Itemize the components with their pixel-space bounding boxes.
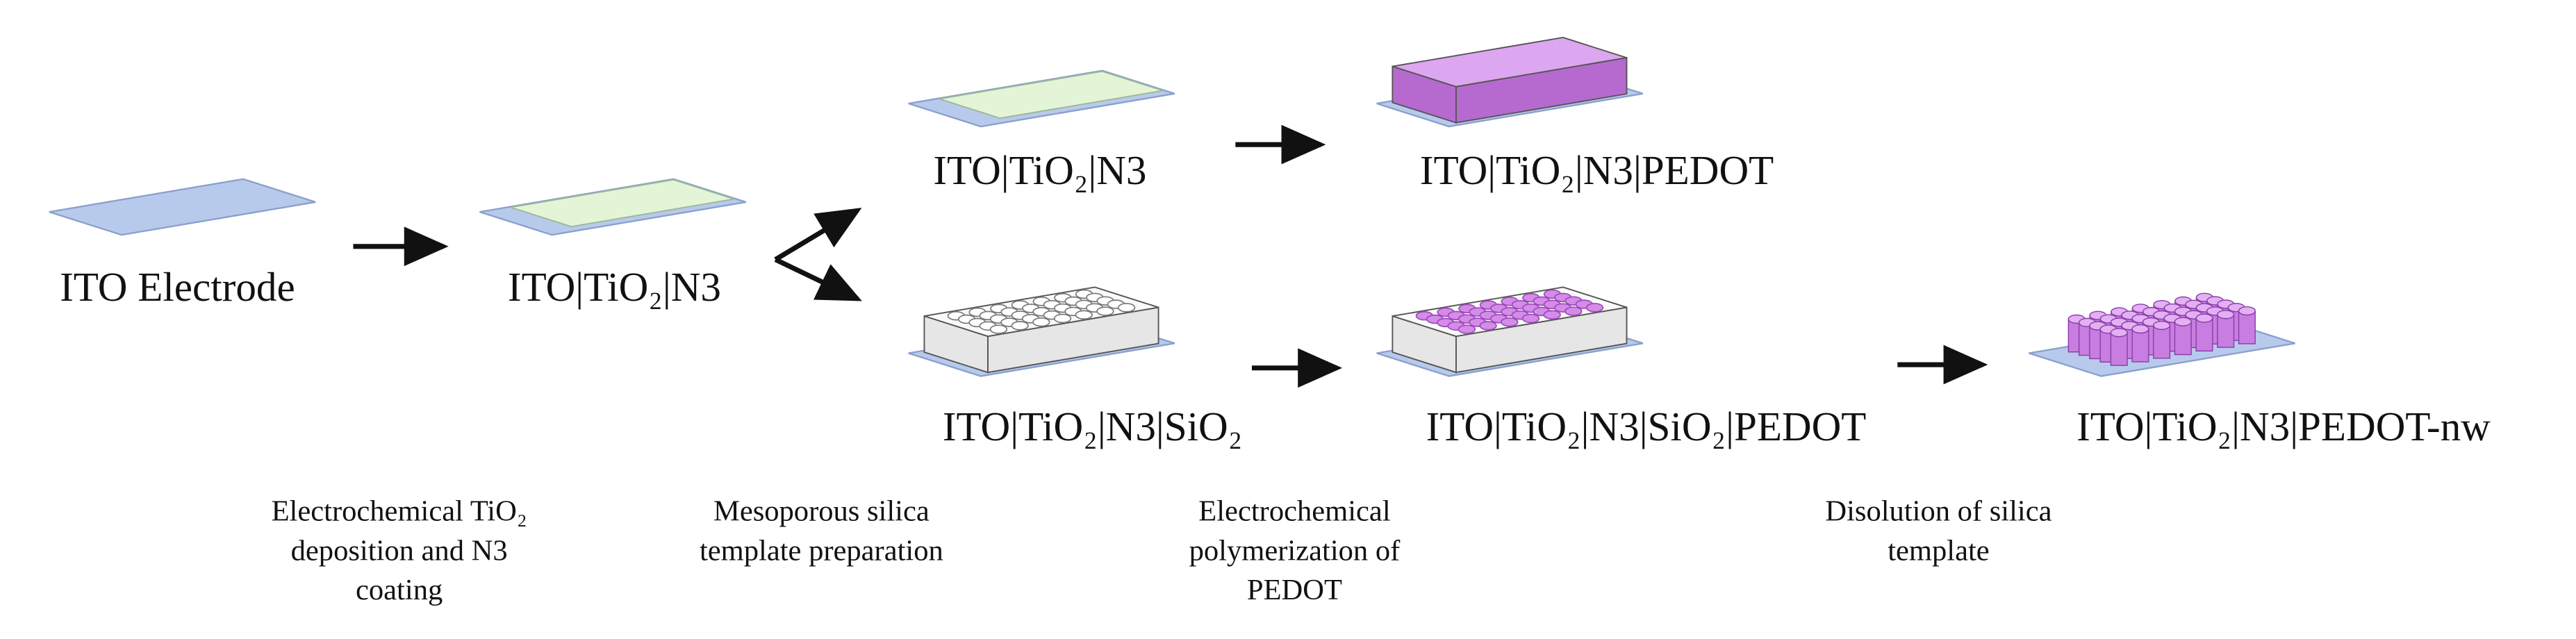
nanowire <box>2174 321 2192 356</box>
step-caption: deposition and N3 <box>291 534 508 567</box>
node-label: ITO|TiO₂|N3 <box>508 264 721 310</box>
arrow <box>774 208 862 262</box>
tio2-layer <box>939 70 1164 119</box>
step-caption: polymerization of <box>1189 534 1401 567</box>
node-label: ITO|TiO₂|N3|PEDOT <box>1420 147 1774 193</box>
pedot-pore <box>1501 317 1519 327</box>
node-label: ITO|TiO₂|N3|SiO₂ <box>943 404 1243 449</box>
node-label: ITO|TiO₂|N3|SiO₂|PEDOT <box>1426 404 1867 449</box>
pore <box>1075 310 1093 320</box>
pedot-pore <box>1479 321 1497 331</box>
nanowire <box>2131 328 2149 363</box>
step-caption: Mesoporous silica <box>713 495 930 528</box>
nanowire-top <box>2153 320 2171 331</box>
step-caption: template <box>1888 534 1989 567</box>
illustrations <box>49 36 2295 377</box>
nanowire-top <box>2217 310 2235 320</box>
step-captions: Electrochemical TiO₂ deposition and N3 coa… <box>272 495 2052 607</box>
nanowire <box>2110 332 2128 366</box>
nanowire-top <box>2238 306 2256 316</box>
block-top <box>1392 36 1627 88</box>
step-caption: Electrochemical <box>1198 495 1390 528</box>
node-label: ITO|TiO₂|N3|PEDOT-nw <box>2077 404 2491 449</box>
pedot-pore <box>1521 313 1540 324</box>
step-caption: template preparation <box>700 534 943 567</box>
pore <box>1011 321 1029 331</box>
nanowire <box>2195 317 2213 352</box>
nanowire-top <box>2195 313 2213 323</box>
arrows <box>353 124 1988 388</box>
step-caption: coating <box>356 574 443 606</box>
pedot-pore <box>1543 310 1561 320</box>
nanowire-top <box>2174 317 2192 326</box>
nanowire <box>2217 314 2235 348</box>
pore <box>1053 313 1072 324</box>
pedot-pore <box>1458 324 1476 334</box>
ito-plate <box>49 178 316 236</box>
arrow <box>774 257 862 301</box>
step-caption: Disolution of silica <box>1825 495 2051 528</box>
pedot-pore <box>1585 303 1604 313</box>
nanowire-top <box>2131 324 2149 334</box>
nanowire <box>2153 324 2171 359</box>
node-label: ITO|TiO₂|N3 <box>933 147 1146 193</box>
tio2-layer <box>510 179 735 228</box>
pore <box>1117 303 1136 313</box>
nanowire-top <box>2110 328 2128 338</box>
pedot-pore <box>1564 306 1583 316</box>
nanowire <box>2238 310 2256 345</box>
pore <box>989 324 1008 334</box>
step-caption: PEDOT <box>1247 574 1342 606</box>
pore <box>1032 317 1050 327</box>
node-label: ITO Electrode <box>60 264 295 310</box>
step-caption: Electrochemical TiO₂ <box>272 495 527 528</box>
pore <box>1096 306 1114 316</box>
